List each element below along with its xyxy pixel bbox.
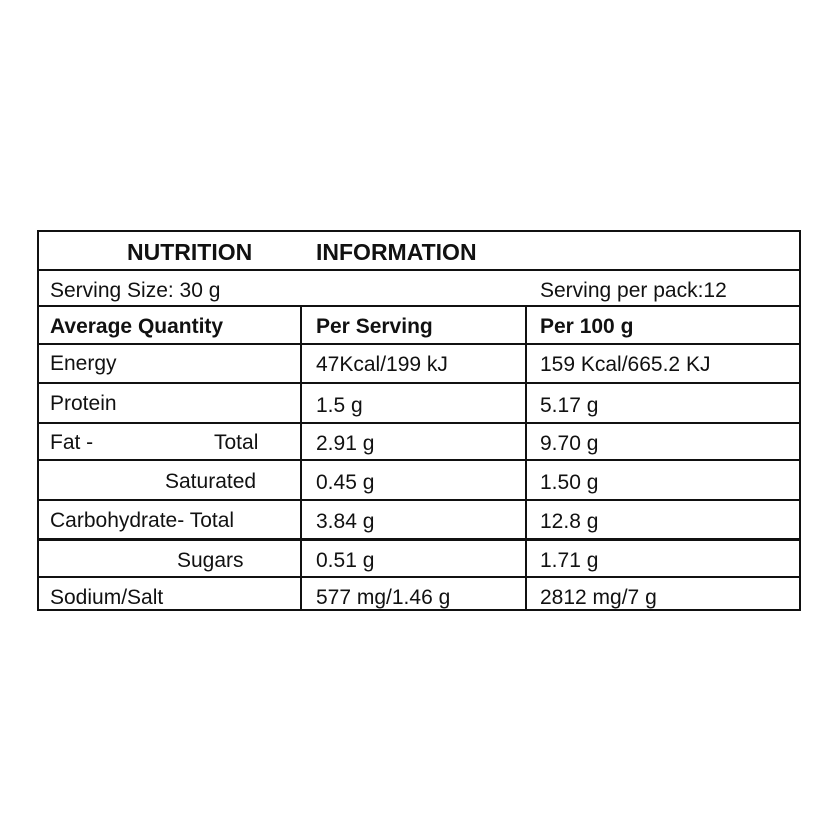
divider [39,499,799,501]
row-label-saturated: Saturated [165,470,257,493]
protein-per-100g: 5.17 g [540,394,599,417]
header-average-quantity: Average Quantity [50,315,224,338]
divider [39,538,799,541]
row-label-carbohydrate: Carbohydrate- Total [50,509,235,532]
nutrition-table: NUTRITION INFORMATION Serving Size: 30 g… [37,230,801,611]
carbohydrate-per-serving: 3.84 g [316,510,375,533]
fat-per-serving: 2.91 g [316,432,375,455]
servings-per-pack: Serving per pack:12 [540,279,727,302]
energy-per-100g: 159 Kcal/665.2 KJ [540,353,711,376]
sugars-per-serving: 0.51 g [316,549,375,572]
row-label-sodium-salt: Sodium/Salt [50,586,164,609]
header-per-100g: Per 100 g [540,315,634,338]
sodium-per-100g: 2812 mg/7 g [540,586,657,609]
row-label-sugars: Sugars [177,549,244,572]
row-label-fat: Fat - [50,431,94,454]
divider [39,343,799,345]
header-per-serving: Per Serving [316,315,433,338]
row-label-energy: Energy [50,352,117,375]
title-nutrition: NUTRITION [127,239,253,265]
title-information: INFORMATION [316,239,477,265]
divider [39,459,799,461]
saturated-per-100g: 1.50 g [540,471,599,494]
column-divider [525,305,527,609]
divider [39,422,799,424]
saturated-per-serving: 0.45 g [316,471,375,494]
row-label-protein: Protein [50,392,117,415]
divider [39,576,799,578]
carbohydrate-per-100g: 12.8 g [540,510,599,533]
energy-per-serving: 47Kcal/199 kJ [316,353,448,376]
fat-per-100g: 9.70 g [540,432,599,455]
row-sublabel-fat-total: Total [214,431,259,454]
column-divider [300,305,302,609]
divider [39,382,799,384]
serving-size: Serving Size: 30 g [50,279,221,302]
divider [39,269,799,271]
sodium-per-serving: 577 mg/1.46 g [316,586,451,609]
sugars-per-100g: 1.71 g [540,549,599,572]
divider [39,305,799,307]
protein-per-serving: 1.5 g [316,394,363,417]
